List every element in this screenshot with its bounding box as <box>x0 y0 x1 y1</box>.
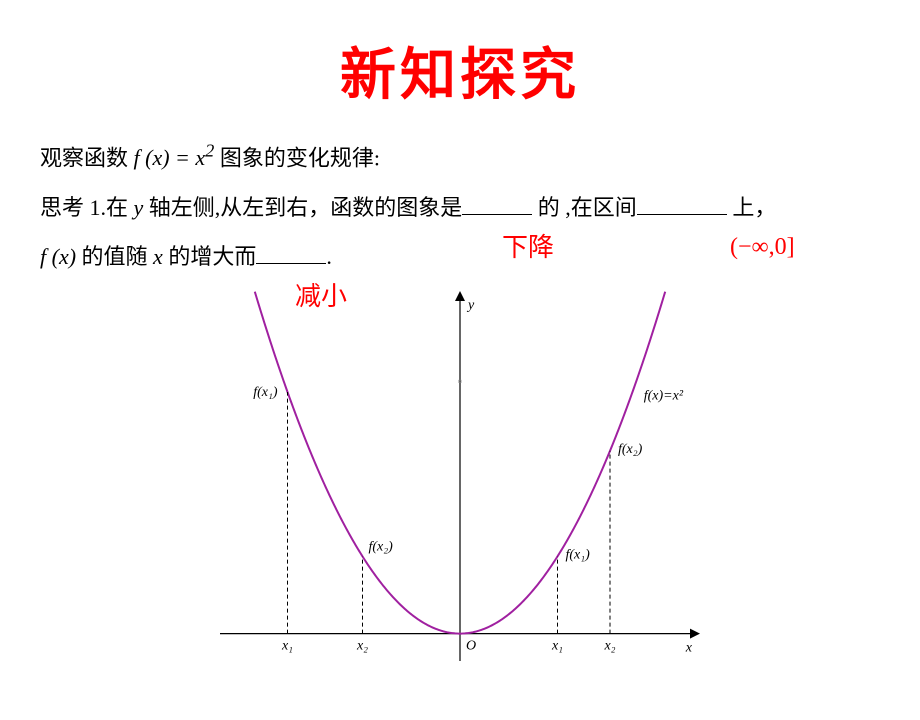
q1-l2-end: . <box>326 244 332 269</box>
q1-l2-mid2: 的增大而 <box>163 244 257 269</box>
parabola-graph: y x Of(x)=x² f(x₁) f(x₂) f(x₁) f(x₂) x₁ x₂ x₁ x₂ <box>220 291 700 661</box>
q1-mid1: 轴左侧,从左到右，函数的图象是 <box>143 195 462 220</box>
fx2-right-label: f(x₂) <box>618 442 643 457</box>
answer-1: 下降 <box>502 219 554 276</box>
answer-3: 减小 <box>295 268 347 325</box>
x1-left-label: x₁ <box>281 639 293 654</box>
blank-3 <box>256 232 326 264</box>
intro-post: 图象的变化规律: <box>220 145 380 170</box>
blank-2 <box>637 183 727 215</box>
x-axis-arrow <box>690 629 700 639</box>
function-label: f(x)=x² <box>644 388 684 403</box>
text-line-1: 观察函数 f (x) = x2 图象的变化规律: <box>40 131 880 183</box>
y-axis-label: y <box>466 298 475 313</box>
page-title: 新知探究 <box>0 30 920 111</box>
origin-label: O <box>466 639 476 654</box>
answer-2: (−∞,0] <box>730 221 795 274</box>
fx1-right-label: f(x₁) <box>566 547 591 562</box>
fx2-left-label: f(x₂) <box>369 539 394 554</box>
x1-right-label: x₁ <box>551 639 563 654</box>
q1-l2-mid1: 的值随 <box>76 244 153 269</box>
blank-1 <box>462 183 532 215</box>
q1-mid2: 的 ,在区间 <box>532 195 637 220</box>
graph-container: y x Of(x)=x² f(x₁) f(x₂) f(x₁) f(x₂) x₁ x₂ x₁ x₂ <box>0 291 920 666</box>
exploration-text: 观察函数 f (x) = x2 图象的变化规律: 思考 1.在 y 轴左侧,从左… <box>40 131 880 281</box>
text-question-1: 思考 1.在 y 轴左侧,从左到右，函数的图象是 的 ,在区间 上， f (x)… <box>40 183 880 281</box>
func-lhs: f (x) = x <box>134 145 206 170</box>
fx1-left-label: f(x₁) <box>253 385 278 400</box>
q1-mid3: 上， <box>727 195 777 220</box>
x-axis-label: x <box>685 641 693 656</box>
x2-left-label: x₂ <box>356 639 368 654</box>
func-expr: f (x) = x2 <box>134 145 220 170</box>
watermark-icon: ▫ <box>458 374 462 389</box>
q1-y: y <box>134 195 144 220</box>
intro-pre: 观察函数 <box>40 145 134 170</box>
q1-fx: f (x) <box>40 244 76 269</box>
q1-x: x <box>153 244 163 269</box>
x2-right-label: x₂ <box>603 639 615 654</box>
q1-pre: 思考 1.在 <box>40 195 134 220</box>
func-exp: 2 <box>205 141 214 161</box>
y-axis-arrow <box>455 291 465 301</box>
